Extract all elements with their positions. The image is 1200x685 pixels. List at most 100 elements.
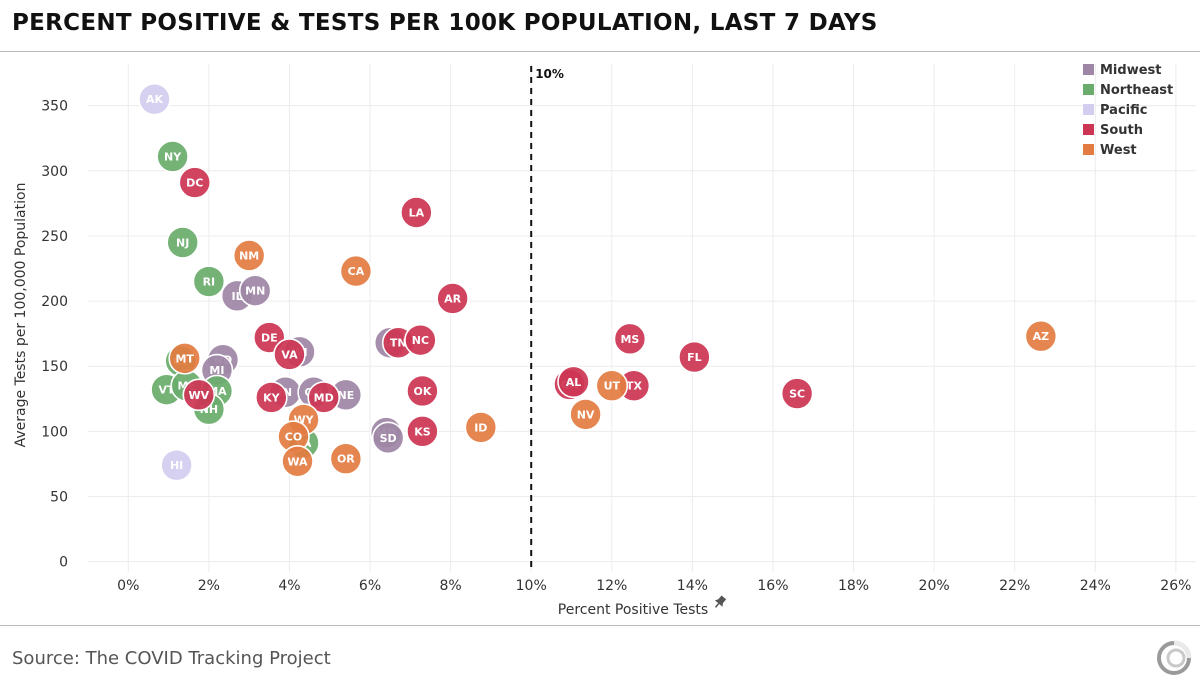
point-bubble[interactable]	[404, 323, 437, 357]
point-bubble[interactable]	[436, 282, 469, 315]
point-label: TN	[390, 337, 407, 350]
data-point-ak[interactable]: AK	[138, 82, 171, 116]
x-tick-label: 14%	[677, 578, 708, 594]
data-point-dc[interactable]: DC	[178, 166, 212, 199]
data-point-ny[interactable]: NY	[156, 140, 189, 173]
data-point-ms[interactable]: MS	[613, 322, 647, 356]
point-bubble[interactable]	[613, 322, 647, 356]
point-bubble[interactable]	[138, 82, 171, 116]
data-point-fl[interactable]: FL	[678, 340, 711, 374]
legend-item-south[interactable]: South	[1083, 123, 1143, 138]
x-tick-label: 22%	[999, 578, 1030, 594]
data-point-ky[interactable]: KY	[255, 381, 288, 414]
y-tick-label: 300	[41, 164, 68, 180]
point-label: AR	[444, 292, 462, 305]
point-bubble[interactable]	[406, 374, 439, 408]
data-point-md[interactable]: MD	[307, 381, 341, 414]
point-bubble[interactable]	[595, 369, 629, 403]
point-bubble[interactable]	[178, 166, 212, 199]
series-pacific: AK HI	[138, 82, 193, 482]
data-point-ri[interactable]: RI	[192, 265, 226, 298]
data-point-ca[interactable]: CA	[339, 254, 373, 288]
scatter-chart: 10% 0% 2% 4% 6% 8% 10% 12% 14% 16% 18% 20% 22% 24% 26…	[13, 63, 1196, 618]
x-tick-label: 2%	[198, 578, 220, 594]
legend-item-northeast[interactable]: Northeast	[1083, 83, 1173, 98]
data-point-mt[interactable]: MT	[168, 342, 201, 375]
legend-item-pacific[interactable]: Pacific	[1083, 103, 1147, 118]
point-label: SD	[380, 432, 397, 445]
point-bubble[interactable]	[371, 421, 405, 455]
point-bubble[interactable]	[156, 140, 189, 173]
data-point-la[interactable]: LA	[400, 196, 433, 229]
data-point-va[interactable]: VA	[273, 338, 306, 371]
x-axis-label: Percent Positive Tests	[558, 602, 708, 618]
point-bubble[interactable]	[557, 365, 590, 399]
point-label: WA	[287, 455, 308, 468]
data-point-ks[interactable]: KS	[406, 415, 439, 448]
point-bubble[interactable]	[182, 378, 216, 412]
point-bubble[interactable]	[192, 265, 226, 298]
point-bubble[interactable]	[160, 448, 193, 482]
point-bubble[interactable]	[307, 381, 341, 414]
point-bubble[interactable]	[678, 340, 711, 374]
data-point-sd[interactable]: SD	[371, 421, 405, 455]
x-tick-label: 10%	[516, 578, 547, 594]
legend-swatch	[1083, 64, 1094, 75]
point-bubble[interactable]	[281, 444, 314, 478]
data-point-wv[interactable]: WV	[182, 378, 216, 412]
x-tick-label: 18%	[838, 578, 869, 594]
data-point-or[interactable]: OR	[329, 442, 363, 475]
data-point-al[interactable]: AL	[557, 365, 590, 399]
legend-swatch	[1083, 104, 1094, 115]
point-bubble[interactable]	[569, 398, 602, 431]
data-point-wa[interactable]: WA	[281, 444, 314, 478]
point-label: KS	[414, 425, 431, 438]
legend-item-west[interactable]: West	[1083, 143, 1137, 158]
point-label: NE	[337, 389, 354, 402]
data-point-ok[interactable]: OK	[406, 374, 439, 408]
data-point-tx[interactable]: TX	[617, 369, 651, 403]
data-point-nm[interactable]: NM	[232, 239, 266, 272]
y-tick-label: 100	[41, 424, 68, 440]
point-bubble[interactable]	[464, 411, 498, 444]
point-label: LA	[409, 206, 425, 219]
point-bubble[interactable]	[166, 226, 199, 259]
point-label: RI	[203, 276, 216, 289]
data-point-nv[interactable]: NV	[569, 398, 602, 431]
x-tick-label: 16%	[757, 578, 788, 594]
data-point-hi[interactable]: HI	[160, 448, 193, 482]
legend-label: Pacific	[1100, 103, 1147, 118]
x-tick-label: 8%	[440, 578, 462, 594]
point-bubble[interactable]	[329, 442, 363, 475]
data-point-nj[interactable]: NJ	[166, 226, 199, 259]
legend-swatch	[1083, 84, 1094, 95]
data-point-id[interactable]: ID	[464, 411, 498, 444]
point-label: MT	[175, 352, 194, 365]
point-bubble[interactable]	[1024, 319, 1058, 353]
point-bubble[interactable]	[168, 342, 201, 375]
point-label: NM	[239, 249, 259, 262]
data-point-ut[interactable]: UT	[595, 369, 629, 403]
legend-label: West	[1100, 143, 1137, 158]
point-bubble[interactable]	[232, 239, 266, 272]
y-tick-label: 200	[41, 294, 68, 310]
point-bubble[interactable]	[400, 196, 433, 229]
legend-item-midwest[interactable]: Midwest	[1083, 63, 1161, 78]
point-bubble[interactable]	[780, 377, 814, 410]
point-label: ID	[474, 421, 487, 434]
data-point-sc[interactable]: SC	[780, 377, 814, 410]
point-label: TX	[626, 380, 643, 393]
point-bubble[interactable]	[238, 274, 272, 307]
legend-label: South	[1100, 123, 1143, 138]
data-point-nc[interactable]: NC	[404, 323, 437, 357]
data-point-az[interactable]: AZ	[1024, 319, 1058, 353]
point-bubble[interactable]	[273, 338, 306, 371]
point-bubble[interactable]	[406, 415, 439, 448]
data-point-mn[interactable]: MN	[238, 274, 272, 307]
point-bubble[interactable]	[255, 381, 288, 414]
point-label: AK	[146, 93, 164, 106]
data-point-ar[interactable]: AR	[436, 282, 469, 315]
x-tick-label: 0%	[117, 578, 139, 594]
point-label: HI	[170, 459, 183, 472]
point-bubble[interactable]	[339, 254, 373, 288]
